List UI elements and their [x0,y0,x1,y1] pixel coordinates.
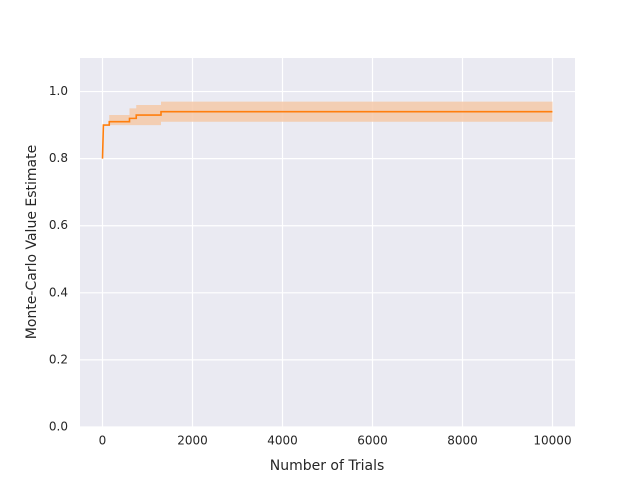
y-tick-label: 0.6 [49,218,68,232]
y-tick-label: 0.8 [49,151,68,165]
y-tick-label: 0.2 [49,352,68,366]
x-tick-label: 6000 [357,434,388,448]
y-axis-label: Monte-Carlo Value Estimate [24,145,40,339]
x-tick-label: 10000 [533,434,571,448]
line [101,110,553,159]
y-tick-label: 0.4 [49,285,68,299]
x-tick-label: 4000 [267,434,298,448]
y-tick-label: 1.0 [49,84,68,98]
x-tick-label: 8000 [447,434,478,448]
confidence-band [102,101,553,159]
y-tick-label: 0.0 [49,420,68,434]
x-axis-label: Number of Trials [270,458,385,474]
x-tick-label: 0 [99,434,107,448]
x-tick-label: 2000 [177,434,208,448]
